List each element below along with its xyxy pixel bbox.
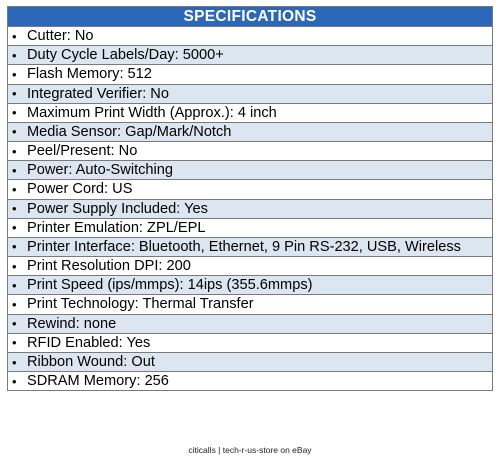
bullet-icon: • xyxy=(12,47,17,63)
spec-row: • Maximum Print Width (Approx.): 4 inch xyxy=(8,102,492,122)
specifications-table: SPECIFICATIONS • Cutter: No • Duty Cycle La… xyxy=(7,6,493,392)
spec-row: • Peel/Present: No xyxy=(8,141,492,160)
bullet-icon: • xyxy=(12,124,17,140)
bullet-icon: • xyxy=(12,66,17,82)
spec-text: Cutter: No xyxy=(27,28,94,45)
spec-row: • Media Sensor: Gap/Mark/Notch xyxy=(8,121,492,142)
spec-text: RFID Enabled: Yes xyxy=(27,334,151,351)
spec-row: • Printer Emulation: ZPL/EPL xyxy=(8,217,492,237)
spec-text: Maximum Print Width (Approx.): 4 inch xyxy=(27,104,277,121)
bullet-icon: • xyxy=(12,296,17,312)
bullet-icon: • xyxy=(12,220,17,236)
bullet-icon: • xyxy=(12,373,17,389)
spec-text: Flash Memory: 512 xyxy=(27,66,152,83)
spec-row: • Power Cord: US xyxy=(8,179,492,198)
bullet-icon: • xyxy=(12,239,17,255)
spec-text: Ribbon Wound: Out xyxy=(27,354,155,370)
spec-text: Integrated Verifier: No xyxy=(27,85,169,102)
spec-text: Printer Emulation: ZPL/EPL xyxy=(27,219,206,236)
bullet-icon: • xyxy=(12,354,17,370)
spec-row: • Duty Cycle Labels/Day: 5000+ xyxy=(8,45,492,65)
spec-row: • Power: Auto-Switching xyxy=(8,160,492,180)
spec-text: Rewind: none xyxy=(27,315,117,332)
bullet-icon: • xyxy=(12,277,17,293)
spec-row: • Flash Memory: 512 xyxy=(8,64,492,83)
spec-text: Peel/Present: No xyxy=(27,143,138,160)
bullet-icon: • xyxy=(12,143,17,159)
spec-text: Power: Auto-Switching xyxy=(27,162,174,179)
bullet-icon: • xyxy=(12,181,17,197)
spec-row: • Power Supply Included: Yes xyxy=(8,198,492,218)
spec-row: • RFID Enabled: Yes xyxy=(8,332,492,352)
bullet-icon: • xyxy=(12,258,17,274)
spec-row: • Integrated Verifier: No xyxy=(8,83,492,103)
spec-text: Print Resolution DPI: 200 xyxy=(27,258,191,275)
spec-text: Power Supply Included: Yes xyxy=(27,200,208,217)
bullet-icon: • xyxy=(12,28,17,44)
specifications-list: • Cutter: No • Duty Cycle Labels/Day: 5000+… xyxy=(7,26,493,392)
bullet-icon: • xyxy=(12,86,17,102)
spec-row: • Ribbon Wound: Out xyxy=(8,351,492,372)
spec-text: Print Speed (ips/mmps): 14ips (355.6mmps… xyxy=(27,277,313,294)
spec-text: Printer Interface: Bluetooth, Ethernet, … xyxy=(27,238,461,255)
spec-row: • Print Speed (ips/mmps): 14ips (355.6mmp… xyxy=(8,275,492,295)
spec-row: • Printer Interface: Bluetooth, Ethernet,… xyxy=(8,236,492,257)
bullet-icon: • xyxy=(12,105,17,121)
spec-text: Media Sensor: Gap/Mark/Notch xyxy=(27,123,232,140)
spec-row: • Rewind: none xyxy=(8,313,492,333)
spec-row: • Cutter: No xyxy=(8,26,492,45)
spec-text: Print Technology: Thermal Transfer xyxy=(27,296,254,313)
bullet-icon: • xyxy=(12,201,17,217)
bullet-icon: • xyxy=(12,335,17,351)
spec-row: • SDRAM Memory: 256 xyxy=(8,371,492,390)
specifications-header: SPECIFICATIONS xyxy=(7,6,493,26)
bullet-icon: • xyxy=(12,316,17,332)
spec-text: Duty Cycle Labels/Day: 5000+ xyxy=(27,47,224,64)
spec-row: • Print Technology: Thermal Transfer xyxy=(8,294,492,313)
spec-text: Power Cord: US xyxy=(27,181,133,198)
spec-text: SDRAM Memory: 256 xyxy=(27,373,169,390)
bullet-icon: • xyxy=(12,162,17,178)
footer-credit: citicalls | tech-r-us-store on eBay xyxy=(188,445,312,455)
spec-row: • Print Resolution DPI: 200 xyxy=(8,256,492,275)
